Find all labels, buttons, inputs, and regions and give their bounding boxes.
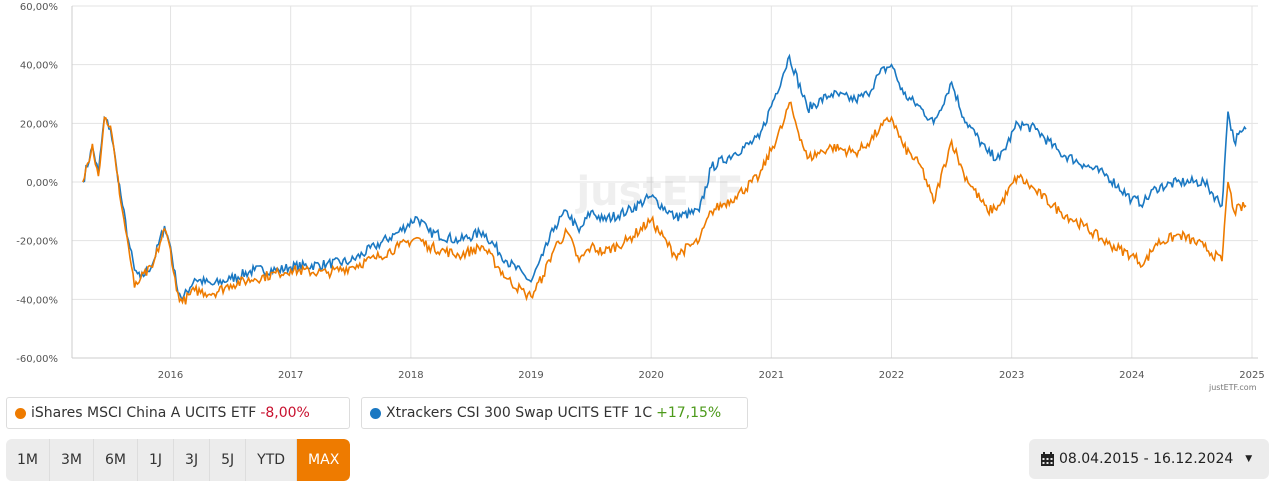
x-tick-label: 2016 (158, 370, 183, 381)
legend-change: -8,00% (260, 405, 310, 421)
y-tick-label: 60,00% (20, 2, 58, 13)
range-selector: 1M 3M 6M 1J 3J 5J YTD MAX (6, 439, 351, 481)
y-tick-label: -40,00% (16, 295, 58, 306)
series-line-ishares (82, 101, 1247, 305)
y-tick-label: -20,00% (16, 237, 58, 248)
range-button-1m[interactable]: 1M (6, 439, 50, 481)
y-tick-label: 0,00% (26, 178, 58, 189)
credit-link[interactable]: justETF.com (1209, 383, 1257, 392)
legend-item-ishares[interactable]: iShares MSCI China A UCITS ETF -8,00% (6, 397, 350, 429)
x-tick-label: 2025 (1239, 370, 1264, 381)
range-button-1j[interactable]: 1J (138, 439, 175, 481)
y-tick-label: 20,00% (20, 119, 58, 130)
legend-label: iShares MSCI China A UCITS ETF (31, 405, 257, 421)
x-tick-label: 2023 (999, 370, 1024, 381)
y-tick-label: -60,00% (16, 354, 58, 365)
x-tick-label: 2024 (1119, 370, 1144, 381)
x-tick-label: 2018 (398, 370, 423, 381)
range-button-6m[interactable]: 6M (94, 439, 138, 481)
performance-chart: 60,00% 40,00% 20,00% 0,00% -20,00% -40,00% -60… (16, 2, 1264, 381)
series-dot-icon (15, 407, 26, 419)
range-button-3j[interactable]: 3J (174, 439, 211, 481)
legend-change: +17,15% (656, 405, 722, 421)
series-dot-icon (370, 407, 381, 419)
x-tick-label: 2020 (638, 370, 663, 381)
legend-label: Xtrackers CSI 300 Swap UCITS ETF 1C (386, 405, 653, 421)
y-tick-label: 40,00% (20, 61, 58, 72)
x-tick-label: 2017 (278, 370, 303, 381)
range-button-ytd[interactable]: YTD (246, 439, 298, 481)
date-range-picker[interactable]: 08.04.2015 - 16.12.2024 ▼ (1029, 439, 1269, 479)
calendar-icon (1041, 452, 1054, 466)
x-tick-label: 2021 (759, 370, 784, 381)
x-tick-label: 2022 (879, 370, 904, 381)
chevron-down-icon: ▼ (1245, 454, 1253, 464)
range-button-max[interactable]: MAX (297, 439, 351, 481)
legend-item-xtrackers[interactable]: Xtrackers CSI 300 Swap UCITS ETF 1C +17,… (361, 397, 748, 429)
x-tick-label: 2019 (518, 370, 543, 381)
range-button-3m[interactable]: 3M (50, 439, 94, 481)
date-range-text: 08.04.2015 - 16.12.2024 (1059, 451, 1234, 467)
range-button-5j[interactable]: 5J (210, 439, 247, 481)
